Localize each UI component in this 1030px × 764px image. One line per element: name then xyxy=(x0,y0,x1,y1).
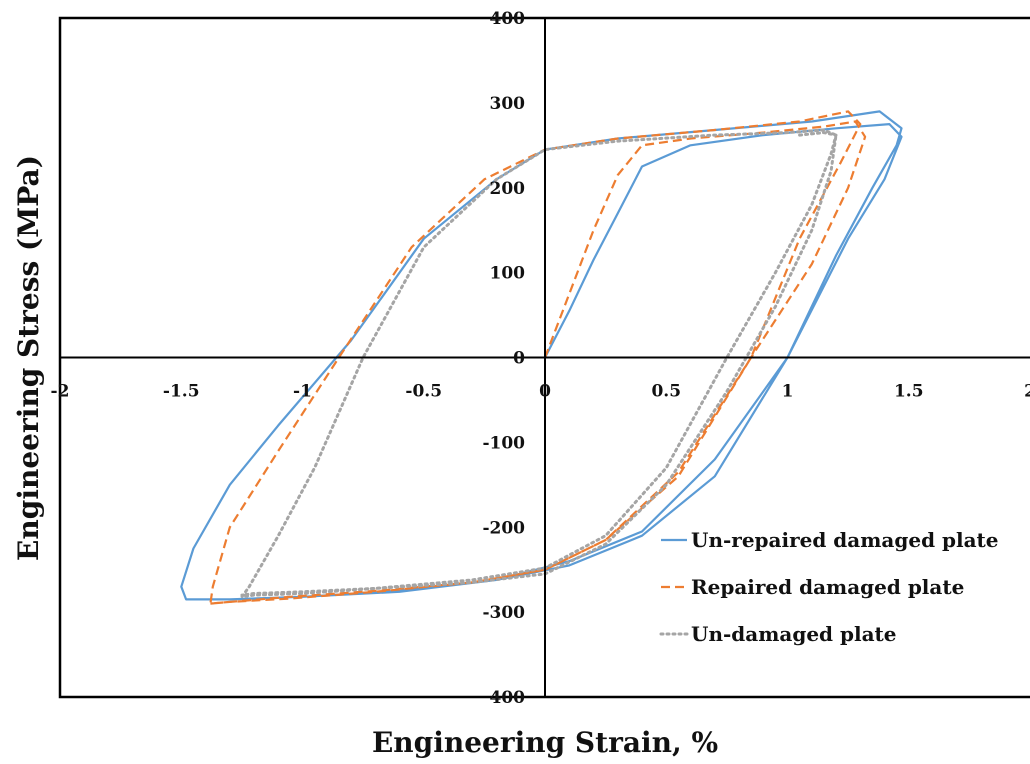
x-tick-label: -1.5 xyxy=(163,382,200,402)
series-line-2 xyxy=(240,128,838,599)
y-axis-title: Engineering Stress (MPa) xyxy=(12,155,45,561)
x-tick-label: 2 xyxy=(1024,382,1030,402)
y-tick-label: -100 xyxy=(482,433,525,453)
y-tick-label: 400 xyxy=(490,688,526,708)
y-tick-label: 200 xyxy=(490,179,526,199)
x-tick-label: -2 xyxy=(51,382,70,402)
y-tick-label: 300 xyxy=(490,94,526,114)
x-tick-label: 1 xyxy=(782,382,794,402)
legend-label-0: Un-repaired damaged plate xyxy=(691,528,999,552)
series-line-1 xyxy=(209,110,867,605)
series-line-0 xyxy=(180,110,903,601)
legend-label-1: Repaired damaged plate xyxy=(691,575,964,599)
series-layer xyxy=(180,110,903,605)
x-tick-labels: -2 -1.5 -1 -0.5 0 0.5 1 1.5 2 xyxy=(51,382,1030,402)
y-tick-label: 400 xyxy=(490,9,526,29)
y-tick-label: 0 xyxy=(513,349,525,369)
y-tick-labels: 400 -300 -200 -100 0 100 200 300 400 xyxy=(482,9,525,708)
x-tick-label: 1.5 xyxy=(894,382,924,402)
x-axis-title: Engineering Strain, % xyxy=(372,726,718,759)
x-tick-label: 0.5 xyxy=(651,382,681,402)
y-tick-label: 100 xyxy=(490,264,526,284)
x-tick-label: -0.5 xyxy=(405,382,442,402)
x-tick-label: 0 xyxy=(539,382,551,402)
x-tick-label: -1 xyxy=(293,382,312,402)
y-tick-label: -300 xyxy=(482,603,525,623)
y-tick-label: -200 xyxy=(482,518,525,538)
legend-label-2: Un-damaged plate xyxy=(691,622,897,646)
legend: Un-repaired damaged plate Repaired damage… xyxy=(659,528,999,646)
